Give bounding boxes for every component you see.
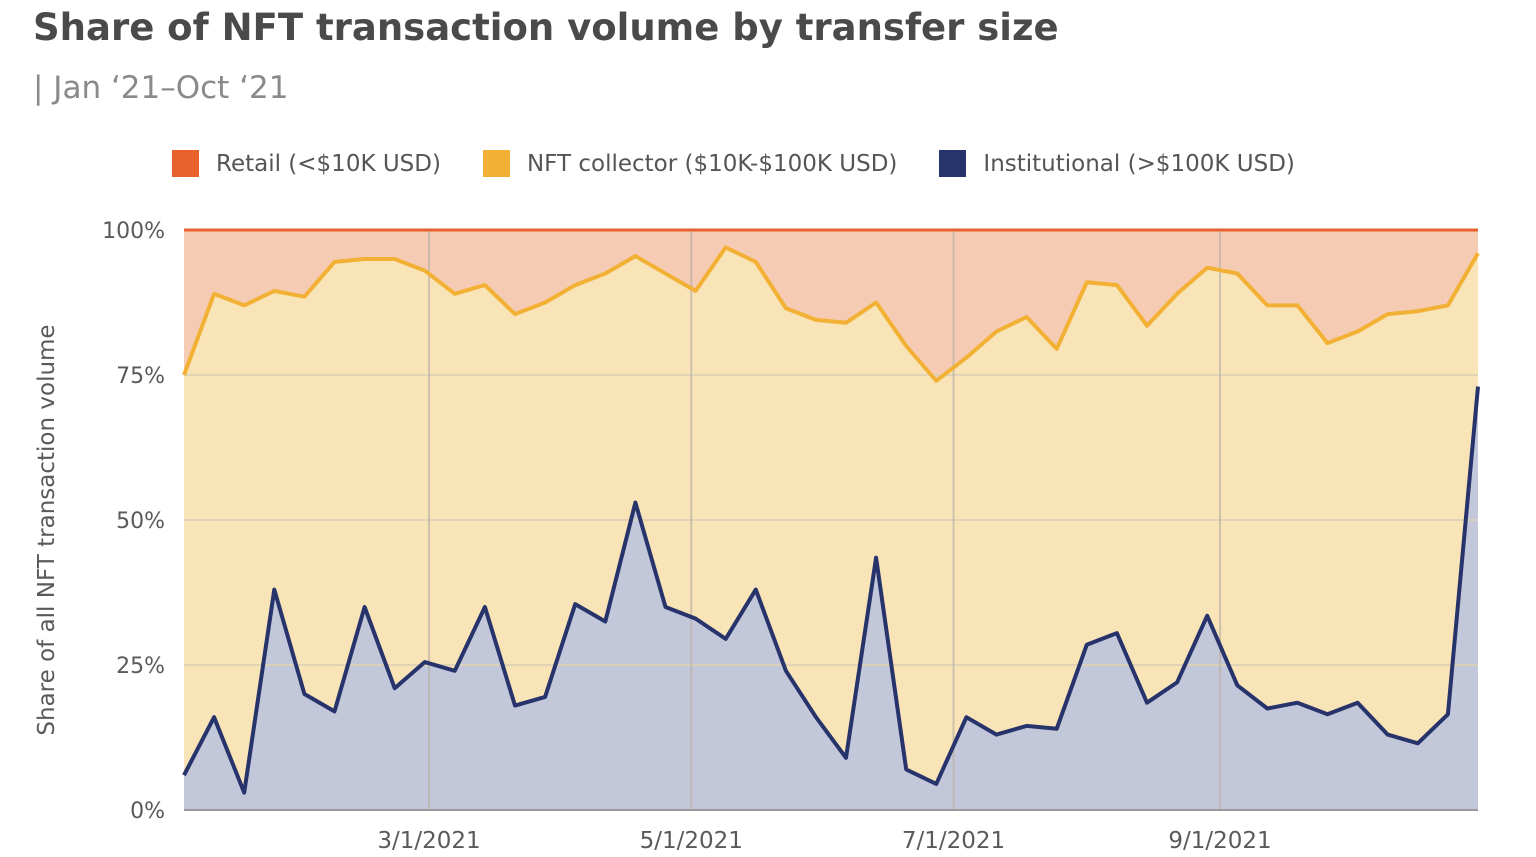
y-tick-label: 0% bbox=[130, 799, 165, 824]
legend-swatch-collector bbox=[482, 150, 510, 177]
y-tick-label: 75% bbox=[116, 364, 165, 389]
series-collector-area bbox=[184, 247, 1478, 810]
chart-legend: Retail (<$10K USD) NFT collector ($10K-$… bbox=[172, 150, 1337, 177]
legend-item-institutional: Institutional (>$100K USD) bbox=[939, 150, 1295, 177]
legend-label-collector: NFT collector ($10K-$100K USD) bbox=[526, 150, 898, 177]
legend-item-retail: Retail (<$10K USD) bbox=[172, 150, 441, 177]
y-axis-label: Share of all NFT transaction volume bbox=[34, 324, 60, 735]
x-tick-label: 5/1/2021 bbox=[640, 828, 743, 854]
y-tick-label: 100% bbox=[102, 219, 165, 244]
x-tick-label: 9/1/2021 bbox=[1168, 828, 1271, 854]
chart-title: Share of NFT transaction volume by trans… bbox=[33, 6, 1059, 49]
legend-swatch-institutional bbox=[939, 150, 967, 177]
y-tick-label: 50% bbox=[116, 509, 165, 534]
x-tick-label: 7/1/2021 bbox=[902, 828, 1005, 854]
x-tick-label: 3/1/2021 bbox=[377, 828, 480, 854]
series-institutional-area bbox=[184, 386, 1478, 810]
legend-label-retail: Retail (<$10K USD) bbox=[216, 150, 441, 177]
series-collector-line bbox=[182, 245, 1480, 383]
legend-label-institutional: Institutional (>$100K USD) bbox=[983, 150, 1295, 177]
chart-subtitle: | Jan ‘21–Oct ‘21 bbox=[33, 70, 289, 106]
legend-item-collector: NFT collector ($10K-$100K USD) bbox=[482, 150, 898, 177]
y-tick-label: 25% bbox=[116, 654, 165, 679]
legend-swatch-retail bbox=[172, 150, 199, 177]
series-institutional-line bbox=[182, 386, 1480, 795]
